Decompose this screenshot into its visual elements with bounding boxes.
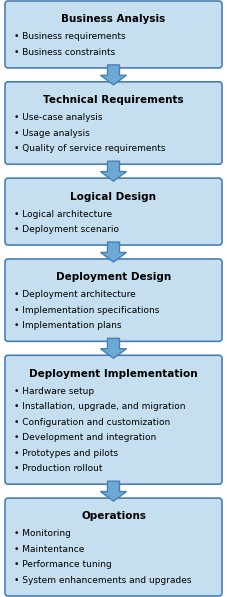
Text: • Deployment architecture: • Deployment architecture bbox=[14, 290, 136, 299]
Text: • Quality of service requirements: • Quality of service requirements bbox=[14, 144, 165, 153]
Text: • Production rollout: • Production rollout bbox=[14, 464, 103, 473]
Text: • Use-case analysis: • Use-case analysis bbox=[14, 113, 103, 122]
Text: • Deployment scenario: • Deployment scenario bbox=[14, 225, 119, 234]
Text: • Business requirements: • Business requirements bbox=[14, 32, 126, 41]
Text: • Monitoring: • Monitoring bbox=[14, 530, 71, 538]
Text: • Maintentance: • Maintentance bbox=[14, 545, 84, 554]
FancyBboxPatch shape bbox=[5, 82, 222, 164]
FancyBboxPatch shape bbox=[5, 259, 222, 341]
Text: • Installation, upgrade, and migration: • Installation, upgrade, and migration bbox=[14, 402, 185, 411]
Text: Deployment Design: Deployment Design bbox=[56, 272, 171, 282]
Text: • Business constraints: • Business constraints bbox=[14, 48, 115, 57]
Text: • Usage analysis: • Usage analysis bbox=[14, 129, 90, 138]
Text: Business Analysis: Business Analysis bbox=[61, 14, 166, 24]
Polygon shape bbox=[101, 481, 126, 501]
Text: • Configuration and customization: • Configuration and customization bbox=[14, 418, 170, 427]
Text: • Performance tuning: • Performance tuning bbox=[14, 561, 112, 570]
Polygon shape bbox=[101, 338, 126, 358]
Text: Technical Requirements: Technical Requirements bbox=[43, 95, 184, 105]
Text: • Prototypes and pilots: • Prototypes and pilots bbox=[14, 449, 118, 458]
Polygon shape bbox=[101, 161, 126, 181]
Text: Logical Design: Logical Design bbox=[71, 192, 156, 202]
Polygon shape bbox=[101, 242, 126, 262]
FancyBboxPatch shape bbox=[5, 498, 222, 596]
Polygon shape bbox=[101, 65, 126, 85]
Text: Deployment Implementation: Deployment Implementation bbox=[29, 369, 198, 378]
FancyBboxPatch shape bbox=[5, 355, 222, 484]
FancyBboxPatch shape bbox=[5, 1, 222, 68]
Text: • Hardware setup: • Hardware setup bbox=[14, 387, 94, 396]
Text: • Development and integration: • Development and integration bbox=[14, 433, 156, 442]
Text: • Logical architecture: • Logical architecture bbox=[14, 210, 112, 219]
Text: • Implementation plans: • Implementation plans bbox=[14, 321, 121, 330]
Text: • Implementation specifications: • Implementation specifications bbox=[14, 306, 159, 315]
Text: Operations: Operations bbox=[81, 512, 146, 522]
FancyBboxPatch shape bbox=[5, 178, 222, 245]
Text: • System enhancements and upgrades: • System enhancements and upgrades bbox=[14, 576, 192, 585]
